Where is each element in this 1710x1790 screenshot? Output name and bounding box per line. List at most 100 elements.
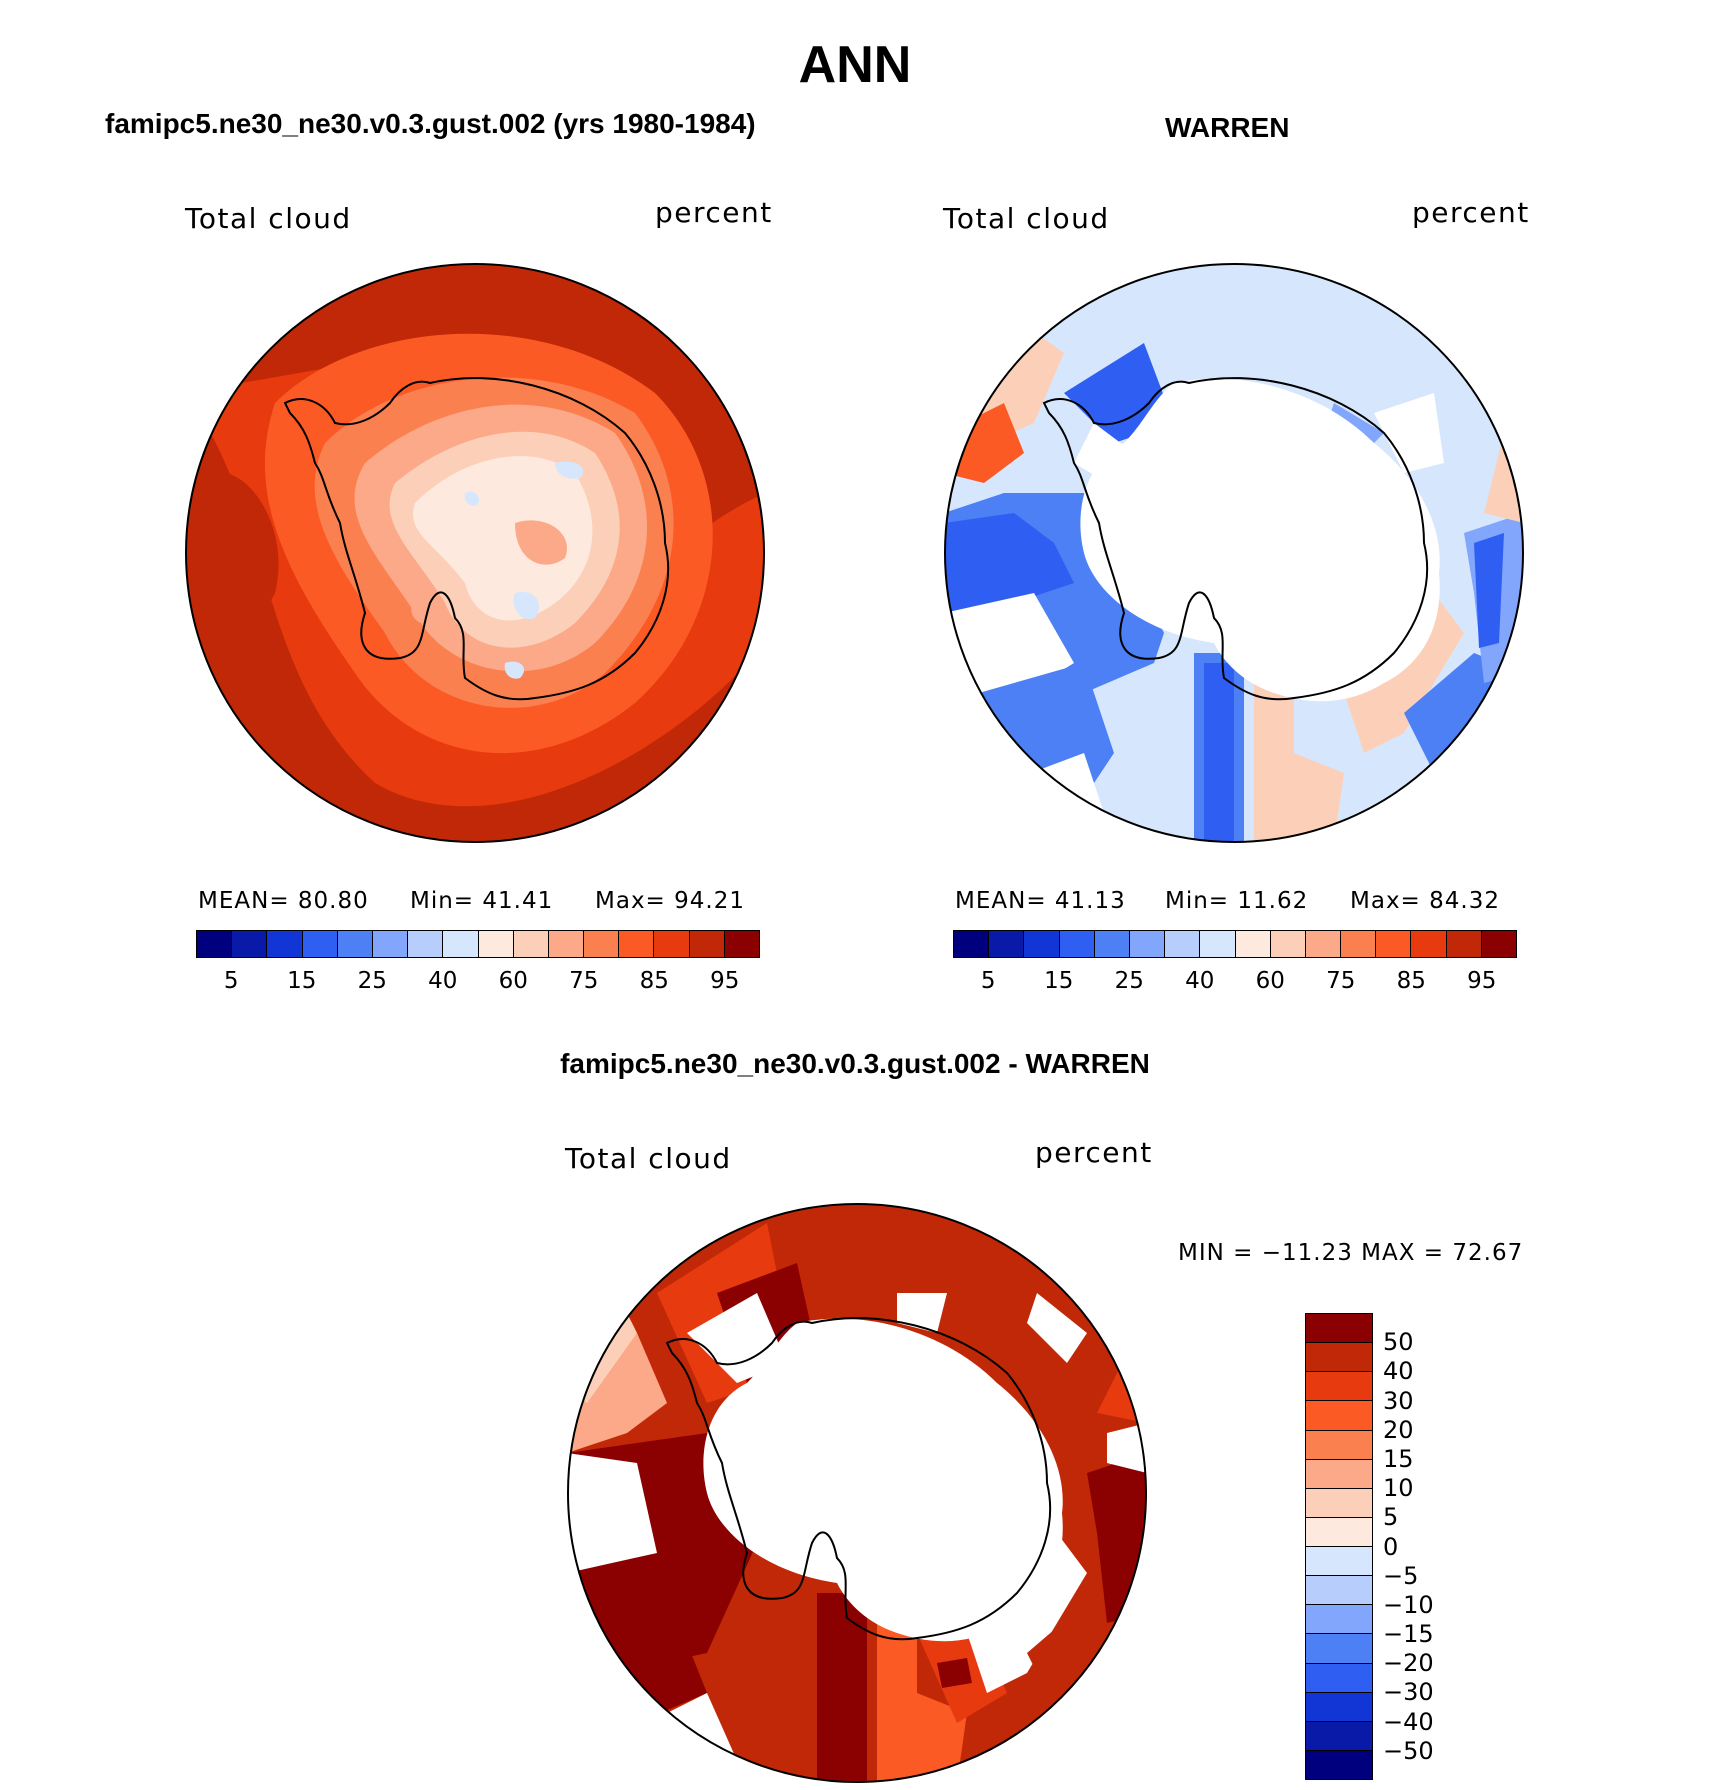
colorbar-swatch xyxy=(442,931,478,957)
colorbar-swatch xyxy=(1445,931,1481,957)
diff-colorbar-tick-label: 20 xyxy=(1383,1415,1414,1444)
colorbar-tick-label: 25 xyxy=(357,968,387,994)
panel1-variable-label: Total cloud xyxy=(185,202,352,235)
diff-colorbar-tick-label: −40 xyxy=(1383,1707,1434,1736)
panel2-variable-label: Total cloud xyxy=(943,202,1110,235)
colorbar-swatch xyxy=(1306,1575,1372,1605)
diff-colorbar-tick-label: −50 xyxy=(1383,1736,1434,1765)
panel1-min-stat: Min= 41.41 xyxy=(410,888,554,914)
colorbar-swatch xyxy=(1340,931,1376,957)
diff-colorbar-tick-label: −30 xyxy=(1383,1678,1434,1707)
panel2-colorbar-ticks: 5 15 25 40 60 75 85 95 xyxy=(953,968,1517,998)
colorbar-swatch xyxy=(618,931,654,957)
colorbar-swatch xyxy=(1304,931,1341,957)
colorbar-tick-label: 40 xyxy=(428,968,458,994)
colorbar-tick-label: 75 xyxy=(569,968,599,994)
colorbar-tick-label: 60 xyxy=(1255,968,1285,994)
colorbar-tick-label: 5 xyxy=(980,968,996,994)
panel2-colorbar xyxy=(953,930,1517,958)
colorbar-swatch xyxy=(1306,1516,1372,1546)
colorbar-swatch xyxy=(336,931,372,957)
panel2-mean-stat: MEAN= 41.13 xyxy=(955,888,1126,914)
colorbar-swatch xyxy=(1306,1314,1372,1343)
panel2-map xyxy=(944,263,1524,843)
colorbar-swatch xyxy=(954,931,989,957)
colorbar-swatch xyxy=(301,931,337,957)
diff-units-label: percent xyxy=(1035,1136,1153,1169)
colorbar-swatch xyxy=(1306,1546,1372,1576)
diff-colorbar-tick-label: 0 xyxy=(1383,1532,1399,1561)
colorbar-swatch xyxy=(197,931,232,957)
colorbar-swatch xyxy=(583,931,619,957)
colorbar-swatch xyxy=(1306,1662,1372,1692)
colorbar-swatch xyxy=(1306,1487,1372,1517)
panel1-max-stat: Max= 94.21 xyxy=(595,888,745,914)
diff-colorbar-tick-label: −15 xyxy=(1383,1620,1434,1649)
colorbar-tick-label: 95 xyxy=(1467,968,1497,994)
diff-colorbar-tick-label: −5 xyxy=(1383,1561,1419,1590)
diff-title: famipc5.ne30_ne30.v0.3.gust.002 - WARREN xyxy=(560,1048,1150,1079)
panel2-min-stat: Min= 11.62 xyxy=(1165,888,1309,914)
diff-minmax-stat: MIN = −11.23 MAX = 72.67 xyxy=(1178,1240,1524,1266)
colorbar-swatch xyxy=(1306,1691,1372,1721)
colorbar-swatch xyxy=(407,931,443,957)
diff-colorbar-tick-label: 10 xyxy=(1383,1474,1414,1503)
colorbar-swatch xyxy=(988,931,1024,957)
diff-colorbar-tick-label: 30 xyxy=(1383,1386,1414,1415)
colorbar-swatch xyxy=(231,931,267,957)
colorbar-swatch xyxy=(512,931,548,957)
colorbar-swatch xyxy=(1058,931,1094,957)
colorbar-swatch xyxy=(1199,931,1235,957)
colorbar-swatch xyxy=(477,931,513,957)
colorbar-swatch xyxy=(547,931,584,957)
diff-colorbar-tick-label: 5 xyxy=(1383,1503,1399,1532)
colorbar-swatch xyxy=(1306,1633,1372,1663)
colorbar-swatch xyxy=(653,931,689,957)
colorbar-swatch xyxy=(1306,1342,1372,1372)
colorbar-swatch xyxy=(1410,931,1446,957)
colorbar-swatch xyxy=(723,931,759,957)
colorbar-swatch xyxy=(688,931,724,957)
panel2-title: WARREN xyxy=(1165,112,1290,143)
colorbar-swatch xyxy=(1306,1749,1372,1779)
colorbar-tick-label: 40 xyxy=(1185,968,1215,994)
panel1-mean-stat: MEAN= 80.80 xyxy=(198,888,369,914)
diff-colorbar-ticks: 50 40 30 20 15 10 5 0 −5 −10 −15 −20 −30 −40 −50 xyxy=(1383,1313,1463,1780)
colorbar-swatch xyxy=(1164,931,1200,957)
colorbar-swatch xyxy=(1093,931,1129,957)
diff-map xyxy=(567,1203,1147,1783)
colorbar-tick-label: 85 xyxy=(639,968,669,994)
colorbar-swatch xyxy=(1375,931,1411,957)
panel1-map xyxy=(185,263,765,843)
diff-colorbar-tick-label: −20 xyxy=(1383,1649,1434,1678)
colorbar-swatch xyxy=(1269,931,1305,957)
panel2-units-label: percent xyxy=(1412,196,1530,229)
diff-colorbar-tick-label: 15 xyxy=(1383,1444,1414,1473)
figure-title: ANN xyxy=(798,36,912,94)
panel1-colorbar xyxy=(196,930,760,958)
colorbar-tick-label: 5 xyxy=(223,968,239,994)
colorbar-swatch xyxy=(266,931,302,957)
colorbar-swatch xyxy=(1306,1604,1372,1634)
colorbar-tick-label: 95 xyxy=(710,968,740,994)
colorbar-swatch xyxy=(1306,1429,1372,1459)
colorbar-tick-label: 75 xyxy=(1326,968,1356,994)
colorbar-swatch xyxy=(1023,931,1059,957)
colorbar-tick-label: 25 xyxy=(1114,968,1144,994)
colorbar-swatch xyxy=(1306,1458,1372,1488)
diff-colorbar-tick-label: −10 xyxy=(1383,1590,1434,1619)
diff-colorbar xyxy=(1305,1313,1373,1780)
colorbar-tick-label: 85 xyxy=(1396,968,1426,994)
colorbar-swatch xyxy=(1480,931,1516,957)
panel1-colorbar-ticks: 5 15 25 40 60 75 85 95 xyxy=(196,968,760,998)
colorbar-swatch xyxy=(1128,931,1165,957)
diff-colorbar-tick-label: 50 xyxy=(1383,1328,1414,1357)
colorbar-tick-label: 15 xyxy=(1044,968,1074,994)
colorbar-swatch xyxy=(1306,1371,1372,1401)
colorbar-tick-label: 60 xyxy=(498,968,528,994)
colorbar-swatch xyxy=(1306,1400,1372,1430)
panel2-max-stat: Max= 84.32 xyxy=(1350,888,1500,914)
colorbar-swatch xyxy=(1306,1720,1372,1750)
colorbar-swatch xyxy=(1234,931,1270,957)
colorbar-swatch xyxy=(371,931,408,957)
